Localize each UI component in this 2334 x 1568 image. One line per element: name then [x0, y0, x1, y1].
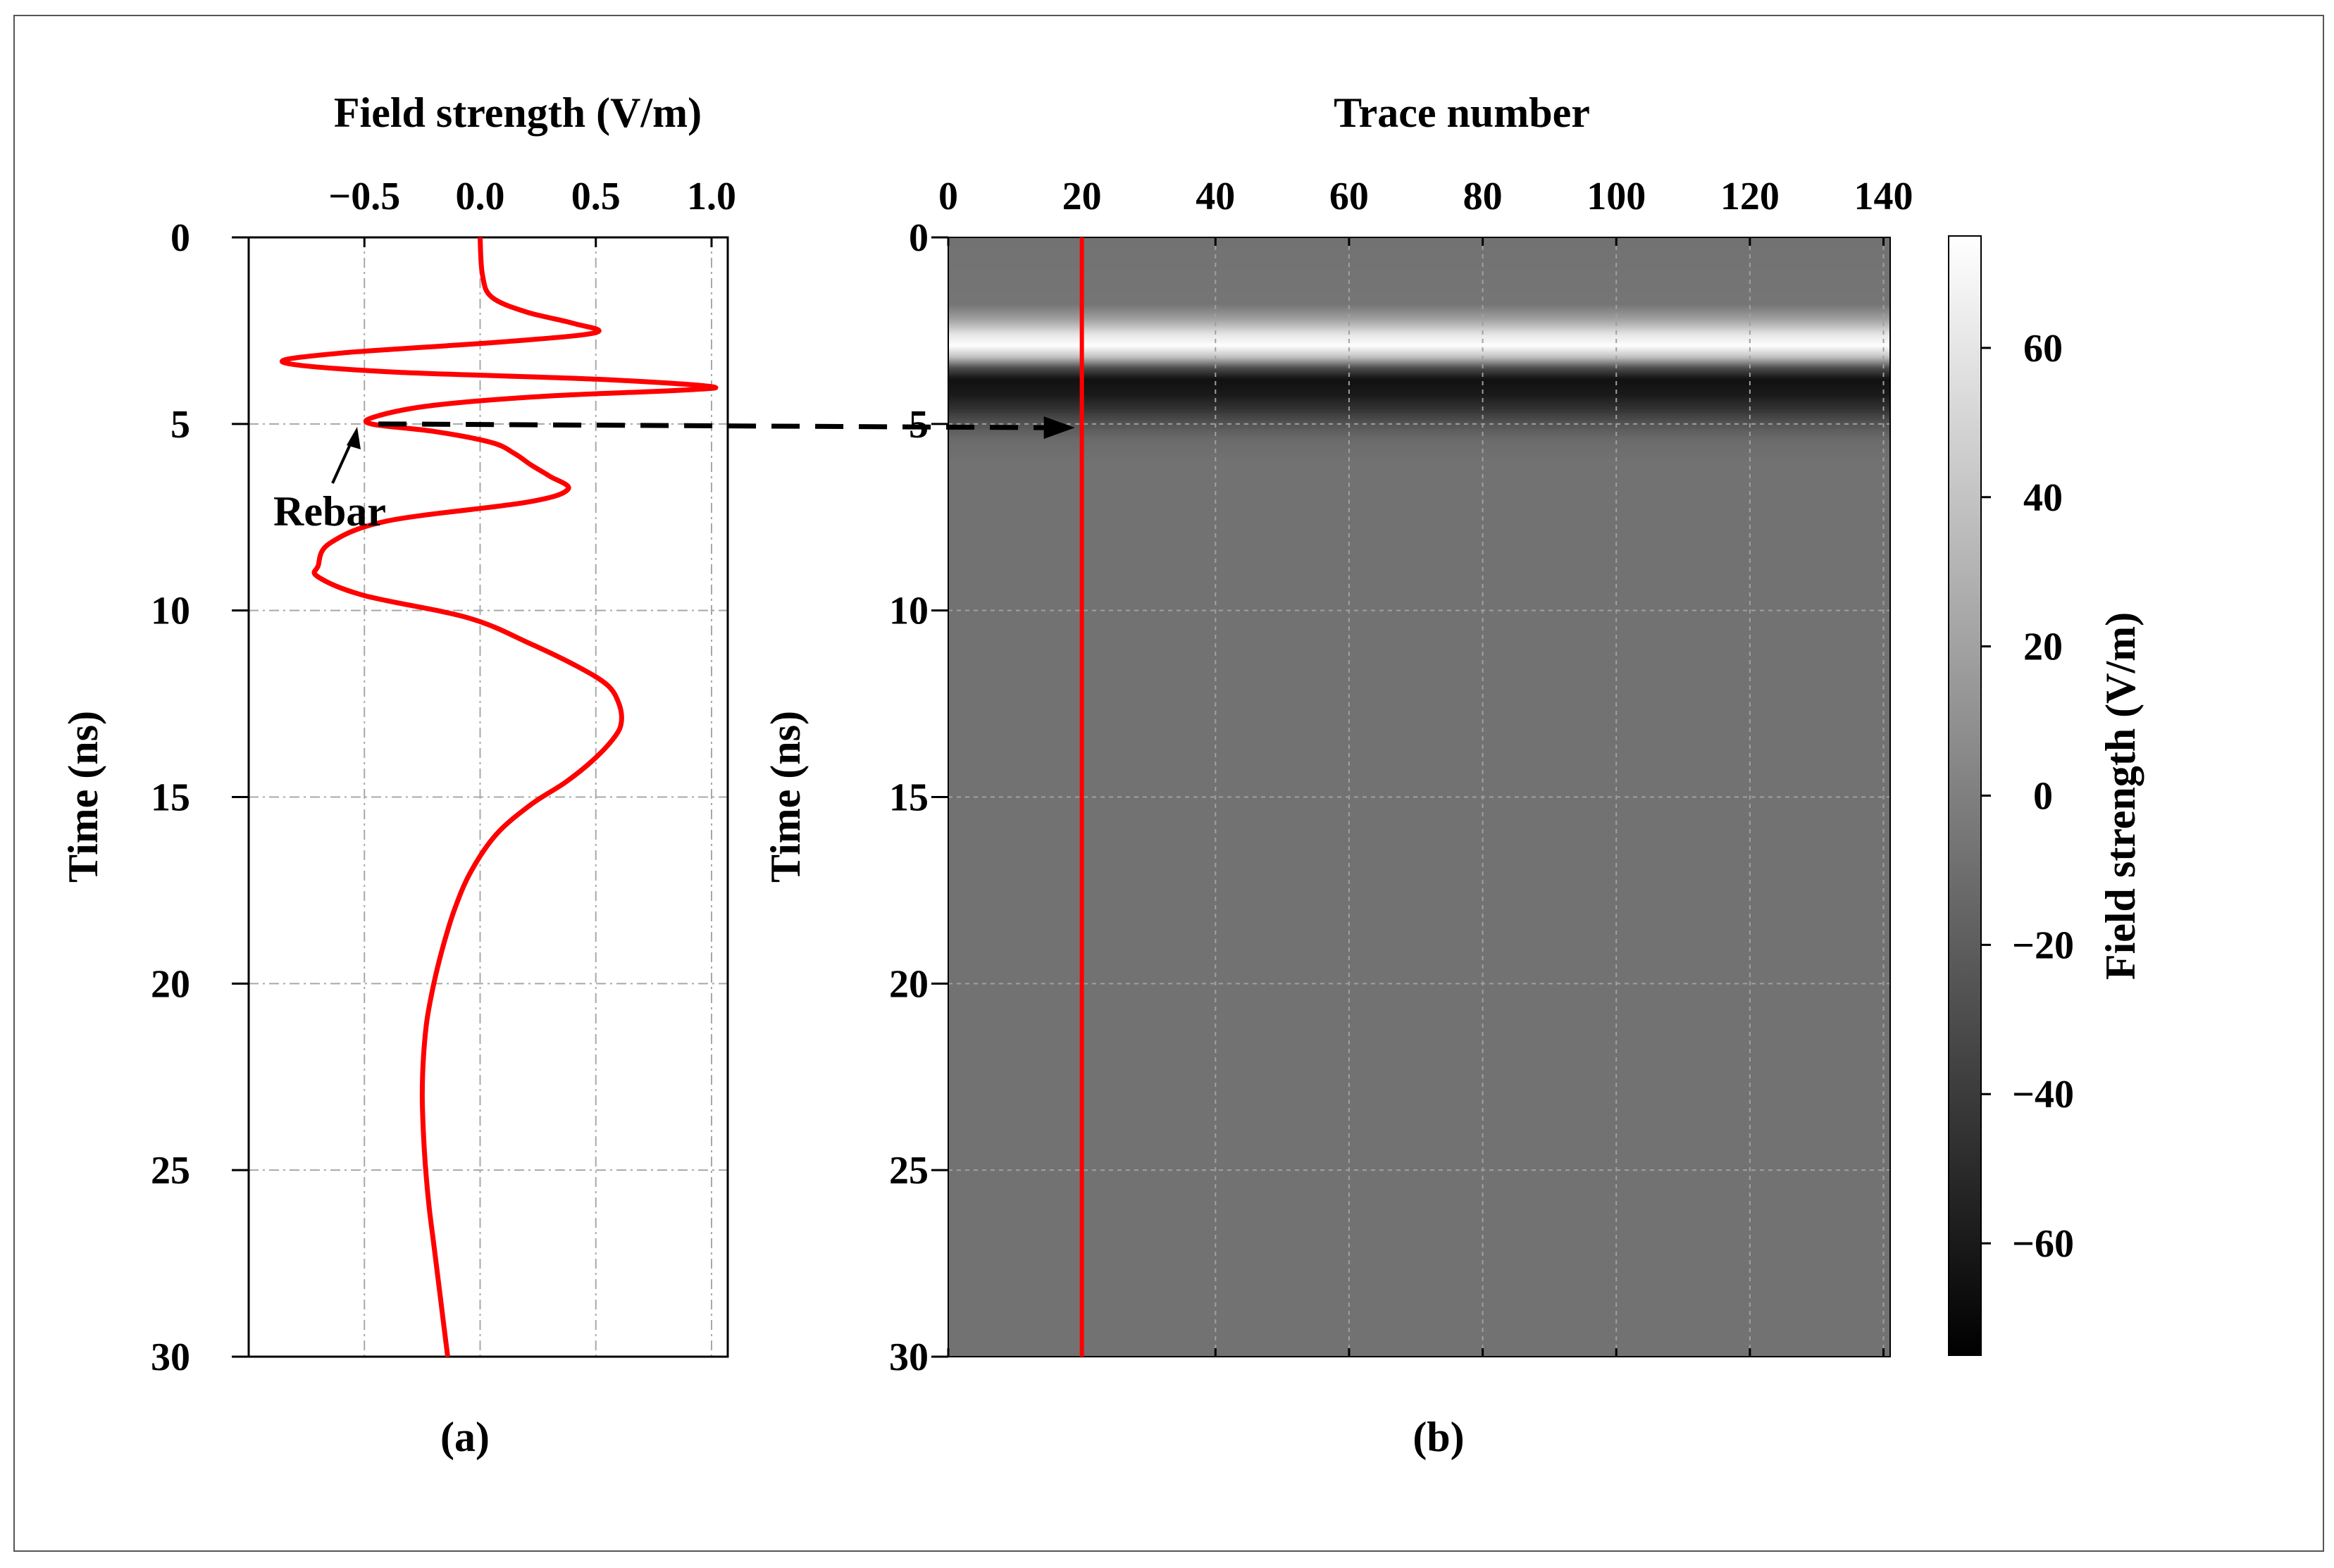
panel-b-heatmap-image: [948, 237, 1890, 1357]
colorbar-tick-label: 0: [2033, 775, 2053, 819]
rebar-connector: [378, 416, 1075, 440]
panel-a-x-axis-title: Field strength (V/m): [334, 89, 702, 136]
panel-a-y-tick-label: 10: [151, 590, 190, 633]
colorbar-tick-label: −40: [2012, 1073, 2074, 1116]
panel-a-y-tick-label: 20: [151, 962, 190, 1006]
panel-a-x-tick-label: 1.0: [687, 175, 736, 218]
panel-b-y-tick-label: 25: [889, 1149, 929, 1193]
panel-a-series-line: [280, 237, 719, 1357]
panel-a-y-tick-label: 0: [170, 216, 190, 260]
panel-b-x-tick-label: 100: [1587, 175, 1646, 218]
colorbar-tick-label: −60: [2012, 1222, 2074, 1266]
rebar-annotation-arrowhead: [347, 427, 361, 449]
panel-b-x-tick-label: 120: [1720, 175, 1780, 218]
colorbar-tick-label: 60: [2023, 327, 2063, 371]
panel-b-y-tick-label: 30: [889, 1336, 929, 1379]
panel-a-x-tick-label: 0.0: [456, 175, 505, 218]
panel-b-y-tick-label: 15: [889, 776, 929, 820]
rebar-annotation-label: Rebar: [273, 488, 386, 535]
panel-b-y-tick-label: 0: [909, 216, 929, 260]
rebar-connector-dashed-line: [378, 421, 1048, 430]
panel-b-ticks: 020406080100120140051015202530: [889, 175, 1913, 1379]
colorbar-tick-label: −20: [2012, 923, 2074, 967]
rebar-connector-arrowhead: [1043, 416, 1075, 440]
panel-b-y-tick-label: 20: [889, 962, 929, 1006]
panel-b-x-tick-label: 40: [1196, 175, 1235, 218]
panel-a: −0.5 0.0 0.5 1.0 0 5 10 15 20 25 30 Field strength…: [60, 89, 736, 1460]
panel-a-caption: (a): [440, 1414, 490, 1460]
colorbar-label: Field strength (V/m): [2097, 612, 2144, 980]
panel-a-y-axis-title: Time (ns): [60, 711, 106, 883]
colorbar-gradient: [1948, 235, 1982, 1356]
panel-a-y-tick-label: 15: [151, 776, 190, 820]
panel-a-x-tick-label: 0.5: [571, 175, 621, 218]
panel-a-y-tick-label: 25: [151, 1149, 190, 1193]
panel-a-y-tick-label: 5: [170, 403, 190, 447]
panel-a-y-tick-label: 30: [151, 1336, 190, 1379]
panel-b-caption: (b): [1413, 1414, 1464, 1460]
colorbar: 60 40 20 0 −20 −40 −60 Field strength (V/m): [1948, 235, 2144, 1356]
panel-a-ticks: −0.5 0.0 0.5 1.0 0 5 10 15 20 25 30: [151, 175, 736, 1379]
colorbar-ticks: 60 40 20 0 −20 −40 −60: [1981, 327, 2074, 1266]
colorbar-tick-label: 20: [2023, 626, 2063, 669]
panel-b-x-axis-title: Trace number: [1334, 89, 1590, 136]
figure-frame: [13, 15, 2324, 1552]
panel-b-x-tick-label: 0: [938, 175, 958, 218]
panel-b-x-tick-label: 20: [1062, 175, 1102, 218]
panel-b-y-tick-label: 10: [889, 590, 929, 633]
panel-b-x-tick-label: 80: [1463, 175, 1503, 218]
colorbar-tick-label: 40: [2023, 476, 2063, 520]
panel-b-x-tick-label: 140: [1854, 175, 1913, 218]
panel-b: 020406080100120140051015202530 Trace num…: [762, 89, 1913, 1460]
panel-a-grid: [249, 237, 728, 1357]
panel-b-x-tick-label: 60: [1329, 175, 1369, 218]
panel-b-y-axis-title: Time (ns): [762, 711, 809, 883]
panel-a-x-tick-label: −0.5: [328, 175, 400, 218]
